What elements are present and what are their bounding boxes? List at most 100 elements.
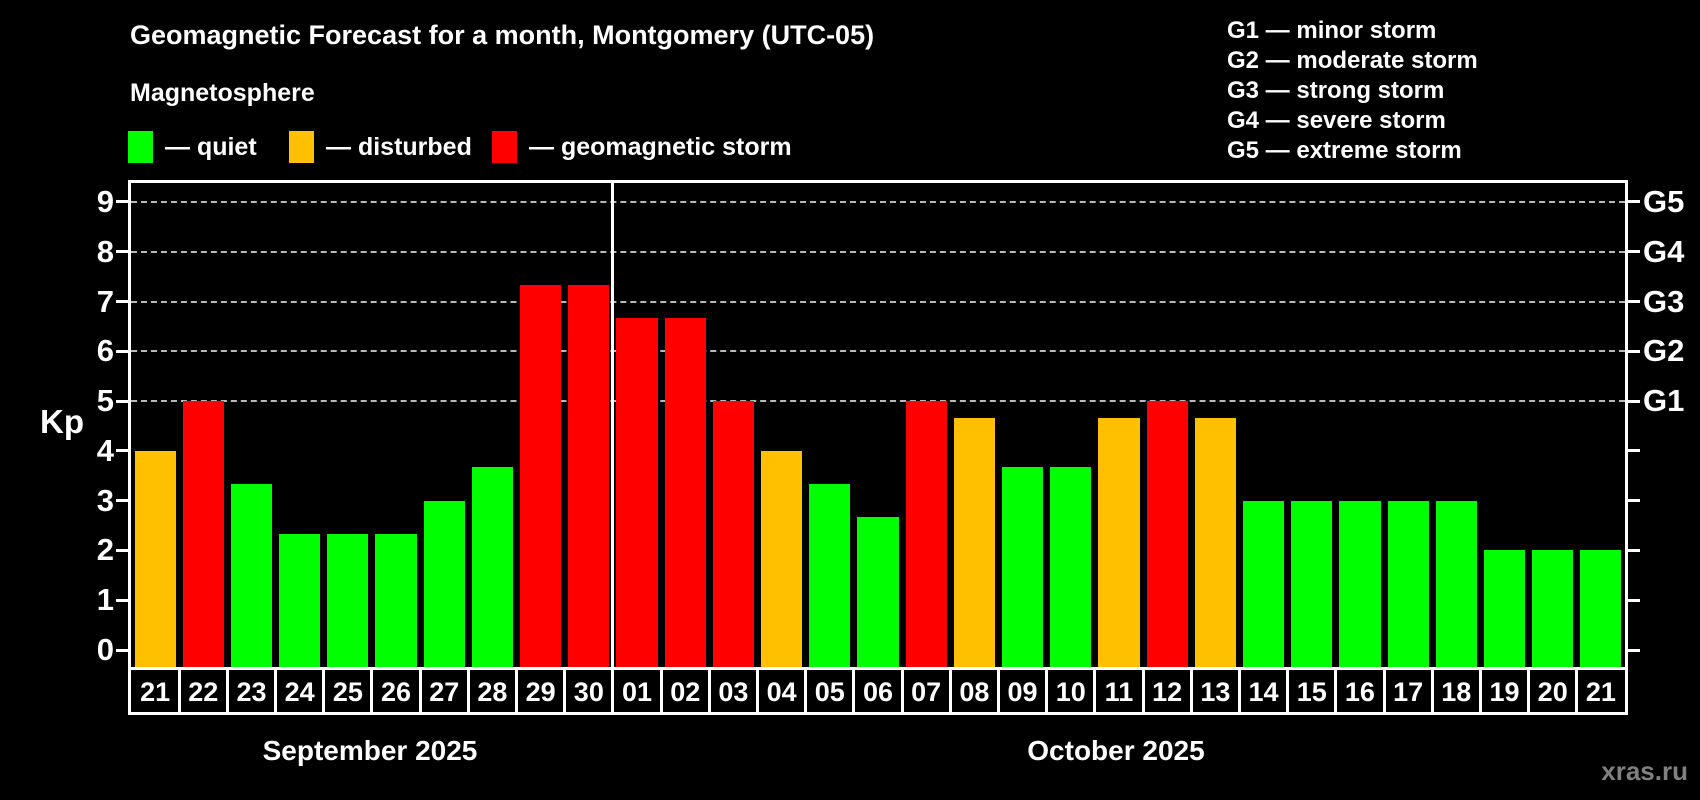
- day-label-27: 27: [429, 677, 460, 707]
- day-label-10: 10: [1055, 677, 1086, 707]
- day-label-23: 23: [236, 677, 267, 707]
- day-row-separator-10: [611, 667, 615, 715]
- quiet-color-swatch: [128, 131, 153, 163]
- day-label-26: 26: [381, 677, 412, 707]
- day-row-separator-6: [418, 667, 422, 715]
- gridline-kp6: [131, 350, 1625, 353]
- y-axis-tick-right-0: [1628, 648, 1640, 652]
- g4-legend-line: G4 — severe storm: [1227, 107, 1446, 134]
- day-label-24: 24: [284, 677, 315, 707]
- day-label-13: 13: [1200, 677, 1231, 707]
- y-axis-tick-left-3: [116, 499, 128, 503]
- y-axis-tick-right-9: [1628, 200, 1640, 204]
- kp-bar-day-15: [1291, 500, 1333, 667]
- y-axis-tick-right-1: [1628, 598, 1640, 602]
- day-label-04: 04: [766, 677, 797, 707]
- kp-bar-day-24: [279, 534, 321, 667]
- y-axis-tick-left-4: [116, 449, 128, 453]
- kp-bar-day-27: [423, 500, 465, 667]
- day-row-separator-26: [1382, 667, 1386, 715]
- day-row-separator-8: [515, 667, 519, 715]
- day-label-21: 21: [1585, 677, 1616, 707]
- y-axis-label-4: 4: [96, 432, 114, 468]
- day-row-separator-16: [900, 667, 904, 715]
- right-axis-label-g3: G3: [1643, 283, 1685, 319]
- kp-bar-day-25: [327, 534, 369, 667]
- y-axis-title: Kp: [40, 403, 84, 440]
- right-axis-label-g1: G1: [1643, 383, 1685, 419]
- y-axis-label-0: 0: [96, 632, 114, 668]
- g1-legend-line: G1 — minor storm: [1227, 17, 1437, 44]
- y-axis-tick-right-4: [1628, 449, 1640, 453]
- watermark: xras.ru: [1601, 756, 1688, 786]
- day-row-separator-31: [1625, 667, 1628, 715]
- y-axis-tick-left-0: [116, 648, 128, 652]
- y-axis-tick-left-5: [116, 399, 128, 403]
- month-label-october: October 2025: [1027, 735, 1205, 766]
- y-axis-label-3: 3: [96, 482, 114, 518]
- day-row-separator-14: [804, 667, 808, 715]
- day-row-separator-12: [707, 667, 711, 715]
- y-axis-label-1: 1: [96, 582, 114, 618]
- month-divider-line: [611, 183, 615, 667]
- kp-bar-day-14: [1242, 500, 1285, 667]
- magnetosphere-subtitle: Magnetosphere: [130, 79, 315, 107]
- month-label-september: September 2025: [262, 735, 478, 766]
- kp-bar-day-04: [761, 450, 803, 667]
- kp-bar-day-06: [857, 517, 899, 667]
- g5-legend-line: G5 — extreme storm: [1227, 137, 1462, 164]
- y-axis-tick-left-2: [116, 548, 128, 552]
- y-axis-tick-right-6: [1628, 349, 1640, 353]
- kp-bar-day-12: [1146, 401, 1188, 667]
- day-row-separator-2: [225, 667, 229, 715]
- kp-bar-day-30: [568, 285, 610, 667]
- y-axis-label-9: 9: [96, 183, 114, 219]
- page-title: Geomagnetic Forecast for a month, Montgo…: [130, 20, 875, 50]
- legend-label-disturbed: — disturbed: [326, 132, 472, 161]
- day-label-07: 07: [911, 677, 942, 707]
- y-axis-label-8: 8: [96, 233, 114, 269]
- day-row-separator-5: [370, 667, 374, 715]
- kp-bar-day-21: [1580, 550, 1622, 667]
- kp-bar-day-23: [230, 484, 273, 667]
- y-axis-tick-left-8: [116, 250, 128, 254]
- storm-color-swatch: [492, 131, 517, 163]
- day-row-separator-3: [274, 667, 278, 715]
- y-axis-label-2: 2: [96, 532, 114, 568]
- day-row-separator-15: [852, 667, 856, 715]
- kp-bar-day-02: [664, 317, 706, 667]
- legend-item-quiet: — quiet: [128, 131, 257, 163]
- day-row-separator-4: [322, 667, 326, 715]
- kp-bar-day-09: [1001, 467, 1044, 667]
- day-row-separator-27: [1430, 667, 1434, 715]
- day-row-separator-29: [1527, 667, 1531, 715]
- day-label-28: 28: [477, 677, 508, 707]
- day-label-22: 22: [188, 677, 219, 707]
- day-row-separator-17: [948, 667, 952, 715]
- kp-bar-day-08: [953, 417, 995, 667]
- y-axis-tick-right-8: [1628, 250, 1640, 254]
- y-axis-tick-right-7: [1628, 300, 1640, 303]
- kp-bar-day-20: [1532, 550, 1574, 667]
- day-label-08: 08: [959, 677, 990, 707]
- y-axis-tick-left-7: [116, 300, 128, 303]
- y-axis-label-7: 7: [96, 283, 114, 319]
- g2-legend-line: G2 — moderate storm: [1227, 47, 1478, 74]
- day-row-separator-22: [1189, 667, 1193, 715]
- gridline-kp9: [131, 200, 1625, 203]
- day-label-18: 18: [1441, 677, 1472, 707]
- kp-bar-day-13: [1194, 417, 1236, 667]
- day-label-09: 09: [1007, 677, 1038, 707]
- day-row-separator-9: [563, 667, 567, 715]
- g3-legend-line: G3 — strong storm: [1227, 77, 1445, 104]
- legend-item-disturbed: — disturbed: [289, 131, 472, 163]
- day-row-separator-24: [1286, 667, 1290, 715]
- kp-bar-day-18: [1435, 500, 1477, 667]
- kp-bar-day-29: [520, 285, 562, 667]
- day-label-06: 06: [862, 677, 893, 707]
- y-axis-tick-right-3: [1628, 499, 1640, 503]
- kp-bar-day-05: [809, 484, 851, 667]
- gridline-kp5: [131, 400, 1625, 403]
- day-label-12: 12: [1152, 677, 1183, 707]
